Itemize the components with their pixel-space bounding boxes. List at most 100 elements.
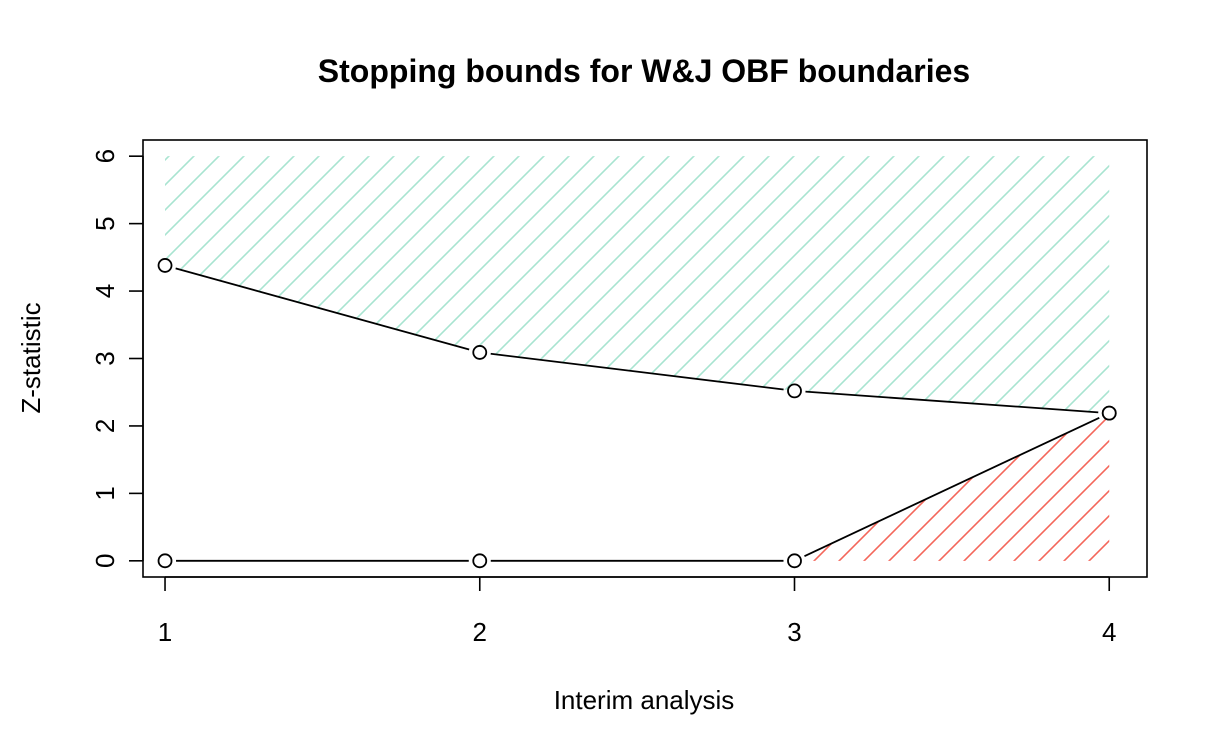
upper-hatch-region-line [249, 156, 951, 414]
upper-hatch-region-line [774, 156, 1110, 414]
lower-hatch-region-line [1200, 0, 1220, 700]
upper-hatch-region-line [924, 156, 1110, 414]
lower-hatch-region-line [624, 413, 1110, 561]
upper-hatch-region-line [165, 156, 526, 414]
y-tick-label: 0 [90, 554, 120, 568]
upper-hatch-region-line [1150, 0, 1220, 700]
upper-hatch-region-line [999, 156, 1110, 414]
chart-title: Stopping bounds for W&J OBF boundaries [318, 53, 970, 89]
x-tick-label: 4 [1102, 617, 1116, 647]
upper-hatch-region-line [165, 156, 426, 414]
upper-hatch-region-line [0, 0, 100, 700]
lower-hatch-region-line [649, 413, 1110, 561]
series-1-point [472, 345, 488, 360]
lower-hatch-region-line [165, 413, 501, 561]
y-tick-label: 2 [90, 419, 120, 433]
upper-hatch-region-line [374, 156, 1076, 414]
x-axis: 1 2 3 4 [158, 576, 1116, 647]
upper-hatch-region-line [874, 156, 1110, 414]
series-1-point [157, 258, 173, 273]
lower-hatch-region-line [165, 413, 351, 561]
upper-hatch-region-line [974, 156, 1110, 414]
series-2-segment [804, 416, 1100, 557]
upper-hatch-region-line [674, 156, 1110, 414]
lower-hatch-region-line [165, 413, 401, 561]
y-tick-label: 3 [90, 351, 120, 365]
lower-hatch-region-line [165, 413, 326, 561]
lower-hatch-region-line [999, 413, 1110, 561]
upper-hatch-region-line [1175, 0, 1220, 700]
lower-hatch-region-line [1150, 0, 1220, 700]
upper-hatch-region-line [1200, 0, 1220, 700]
x-tick-label: 2 [473, 617, 487, 647]
upper-hatch-region [0, 0, 1220, 700]
upper-hatch-region-line [165, 156, 351, 414]
lower-hatch-region-line [165, 413, 801, 561]
upper-hatch-region-line [1099, 156, 1110, 414]
x-tick-label: 1 [158, 617, 172, 647]
lower-hatch-region-line [899, 413, 1110, 561]
upper-hatch-region-line [165, 156, 676, 414]
upper-hatch-region-line [165, 156, 626, 414]
upper-hatch-region-line [165, 156, 801, 414]
lower-hatch-region-line [574, 413, 1110, 561]
series-1-point [787, 383, 802, 399]
upper-hatch-region-line [1125, 0, 1220, 700]
lower-hatch-region-line [599, 413, 1110, 561]
lower-hatch-region-line [165, 413, 551, 561]
upper-hatch-region-line [165, 156, 501, 414]
upper-hatch-region-line [165, 156, 376, 414]
upper-hatch-region-line [524, 156, 1110, 414]
lower-hatch-region-line [874, 413, 1110, 561]
hatch-layer [0, 0, 1220, 700]
y-tick-label: 4 [90, 284, 120, 298]
upper-hatch-region-line [165, 156, 751, 414]
lower-hatch-region-line [165, 413, 601, 561]
upper-hatch-region-line [949, 156, 1110, 414]
upper-hatch-region-line [549, 156, 1110, 414]
upper-hatch-region-line [224, 156, 926, 414]
x-tick-label: 3 [787, 617, 801, 647]
upper-hatch-region-line [199, 156, 901, 414]
lower-hatch-region-line [1175, 0, 1220, 700]
series-2-point [472, 553, 488, 569]
upper-hatch-region-line [165, 156, 326, 414]
lower-hatch-region [165, 0, 1220, 700]
lower-hatch-region-line [1125, 0, 1220, 700]
series-1-segment [805, 390, 1099, 414]
upper-hatch-region-line [799, 156, 1110, 414]
upper-hatch-region-line [165, 156, 451, 414]
x-axis-label: Interim analysis [554, 685, 735, 715]
series-2-point [787, 553, 802, 569]
upper-hatch-region-line [165, 156, 776, 414]
upper-hatch-region-line [165, 156, 726, 414]
lower-hatch-region-line [165, 413, 376, 561]
series-1-segment [175, 267, 470, 351]
upper-hatch-region-line [499, 156, 1110, 414]
upper-hatch-region-line [1024, 156, 1110, 414]
upper-hatch-region-line [749, 156, 1110, 414]
upper-hatch-region-line [899, 156, 1110, 414]
series-2-point [157, 553, 173, 569]
lower-hatch-region-line [799, 413, 1110, 561]
lower-hatch-region-line [165, 413, 476, 561]
upper-hatch-region-line [165, 156, 601, 414]
lower-hatch-region-line [949, 413, 1110, 561]
lower-hatch-region-line [774, 413, 1110, 561]
lower-hatch-region-line [1099, 413, 1110, 561]
lower-hatch-region-line [699, 413, 1110, 561]
upper-hatch-region-line [724, 156, 1110, 414]
upper-hatch-region-line [165, 156, 701, 414]
upper-hatch-region-line [165, 156, 576, 414]
upper-hatch-region-line [624, 156, 1110, 414]
lower-hatch-region-line [165, 413, 451, 561]
upper-hatch-region-line [449, 156, 1110, 414]
upper-hatch-region-line [824, 156, 1110, 414]
upper-hatch-region-line [165, 156, 476, 414]
upper-hatch-region-line [165, 156, 651, 414]
lower-hatch-region-line [165, 413, 576, 561]
series-2-point [1101, 405, 1117, 421]
lower-hatch-region-line [165, 413, 526, 561]
upper-hatch-region-line [165, 156, 401, 414]
